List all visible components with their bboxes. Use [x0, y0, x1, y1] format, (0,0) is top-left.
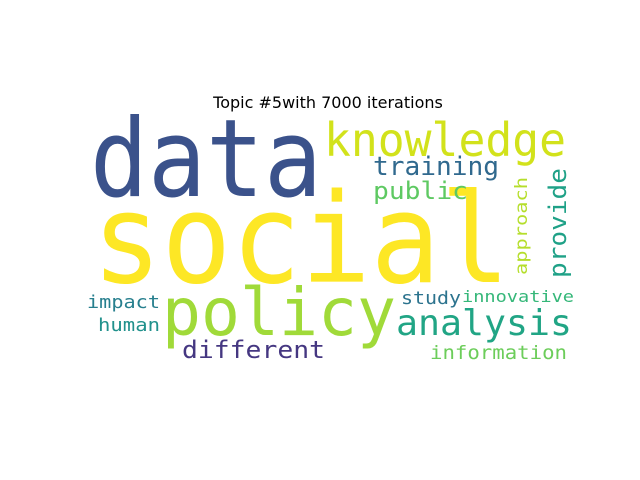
- word-policy: policy: [162, 274, 396, 351]
- word-impact: impact: [87, 292, 160, 313]
- word-analysis: analysis: [396, 303, 572, 344]
- word-innovative: innovative: [462, 287, 574, 306]
- word-human: human: [98, 315, 160, 336]
- word-data: data: [90, 97, 322, 222]
- figure-title: Topic #5with 7000 iterations: [213, 93, 443, 112]
- word-approach: approach: [512, 177, 532, 275]
- word-training: training: [373, 152, 499, 182]
- word-provide: provide: [544, 168, 572, 278]
- word-different: different: [182, 336, 325, 364]
- word-public: public: [373, 177, 468, 205]
- word-information: information: [430, 342, 567, 364]
- word-knowledge: knowledge: [324, 113, 566, 167]
- word-social: social: [92, 168, 510, 312]
- word-study: study: [401, 288, 461, 309]
